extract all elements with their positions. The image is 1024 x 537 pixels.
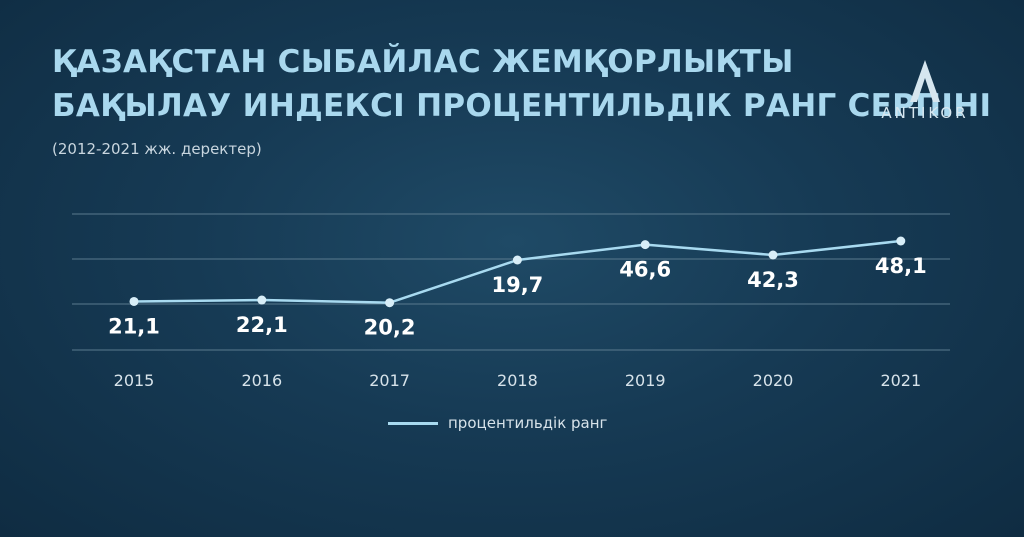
data-label: 48,1 — [875, 254, 927, 278]
x-tick-label: 2015 — [114, 371, 155, 390]
data-point — [129, 296, 139, 306]
data-label: 22,1 — [236, 313, 288, 337]
data-label: 19,7 — [491, 273, 543, 297]
data-point — [768, 250, 778, 260]
antikor-logo-icon — [910, 60, 940, 102]
x-tick-label: 2017 — [369, 371, 410, 390]
x-tick-label: 2020 — [753, 371, 794, 390]
title-line-1: ҚАЗАҚСТАН СЫБАЙЛАС ЖЕМҚОРЛЫҚТЫ — [52, 44, 794, 80]
legend-line-swatch — [388, 421, 438, 425]
x-tick-label: 2019 — [625, 371, 666, 390]
data-point — [896, 236, 906, 246]
logo-text: ANTIKOR — [881, 104, 969, 122]
x-tick-label: 2018 — [497, 371, 538, 390]
legend: процентильдік ранг — [388, 414, 607, 432]
data-label: 42,3 — [747, 268, 799, 292]
legend-label: процентильдік ранг — [448, 414, 608, 432]
x-tick-label: 2021 — [880, 371, 921, 390]
data-point — [385, 298, 395, 308]
data-label: 46,6 — [619, 258, 671, 282]
data-point — [257, 295, 267, 305]
data-point — [512, 255, 522, 265]
chart-subtitle: (2012-2021 жж. деректер) — [52, 140, 262, 158]
data-point — [640, 240, 650, 250]
chart-title: ҚАЗАҚСТАН СЫБАЙЛАС ЖЕМҚОРЛЫҚТЫ БАҚЫЛАУ И… — [52, 40, 991, 128]
x-tick-label: 2016 — [241, 371, 282, 390]
title-line-2: БАҚЫЛАУ ИНДЕКСІ ПРОЦЕНТИЛЬДІК РАНГ СЕРПІ… — [52, 88, 992, 124]
data-label: 20,2 — [364, 316, 416, 340]
data-label: 21,1 — [108, 314, 160, 338]
